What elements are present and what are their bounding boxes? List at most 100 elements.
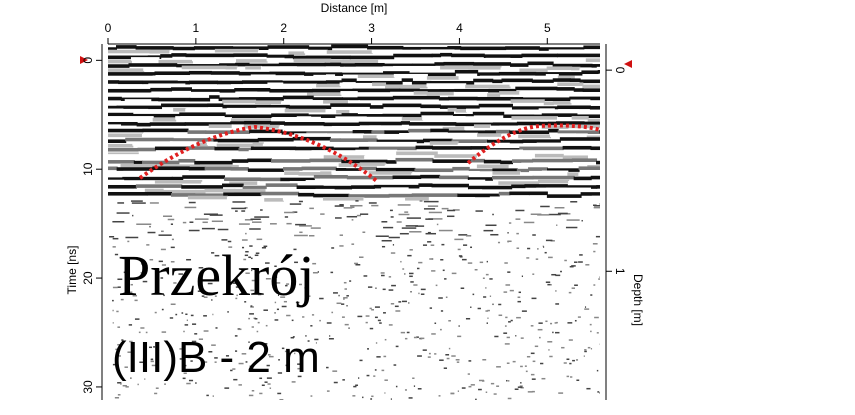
texture: [330, 59, 344, 64]
texture: [365, 116, 403, 121]
texture: [550, 133, 576, 137]
texture: [381, 239, 392, 242]
texture: [108, 184, 137, 189]
texture: [189, 75, 233, 80]
texture: [119, 355, 121, 357]
texture: [350, 204, 363, 207]
texture: [334, 75, 344, 80]
texture: [489, 278, 493, 280]
texture: [579, 254, 583, 256]
texture: [146, 191, 172, 196]
texture: [538, 179, 570, 184]
texture: [487, 93, 501, 97]
texture: [231, 159, 249, 163]
texture: [428, 241, 432, 243]
texture: [127, 279, 130, 282]
texture: [473, 124, 492, 128]
texture: [520, 337, 524, 339]
texture: [189, 91, 220, 96]
texture: [470, 146, 488, 150]
texture: [310, 227, 321, 229]
texture: [556, 53, 600, 58]
texture: [201, 181, 231, 186]
texture: [427, 356, 431, 358]
texture: [593, 250, 596, 253]
texture: [590, 347, 593, 350]
texture: [207, 103, 224, 108]
texture: [516, 316, 521, 319]
texture: [249, 245, 253, 247]
texture: [108, 198, 152, 203]
texture: [521, 162, 563, 167]
texture: [467, 262, 473, 264]
texture: [292, 136, 331, 141]
texture: [332, 370, 338, 372]
texture: [282, 95, 314, 100]
texture: [448, 347, 451, 350]
texture: [590, 146, 600, 151]
texture: [573, 176, 592, 181]
texture: [346, 215, 358, 218]
texture: [230, 121, 246, 125]
texture: [582, 84, 600, 89]
texture: [454, 69, 479, 74]
texture: [545, 239, 553, 242]
texture: [486, 139, 524, 144]
texture: [154, 392, 158, 395]
texture: [280, 177, 315, 182]
texture: [234, 188, 267, 193]
texture: [434, 322, 437, 325]
texture: [262, 343, 268, 345]
texture: [112, 363, 117, 366]
texture: [512, 360, 516, 363]
texture: [127, 240, 130, 243]
texture: [187, 195, 228, 200]
texture: [485, 142, 510, 147]
texture: [122, 384, 127, 387]
texture: [190, 314, 194, 317]
texture: [567, 124, 600, 129]
texture: [370, 398, 373, 400]
texture: [564, 259, 567, 262]
texture: [362, 135, 378, 139]
texture: [368, 181, 397, 186]
texture: [515, 335, 517, 337]
texture: [473, 78, 494, 83]
texture: [151, 364, 157, 367]
texture: [127, 351, 133, 353]
texture: [257, 321, 260, 324]
texture: [108, 55, 149, 60]
texture: [294, 261, 298, 264]
texture: [182, 364, 187, 367]
texture: [428, 352, 431, 355]
texture: [408, 122, 457, 126]
texture: [458, 325, 460, 327]
texture: [571, 287, 576, 289]
texture: [186, 258, 192, 261]
texture: [546, 168, 580, 172]
texture: [594, 205, 600, 207]
texture: [326, 50, 373, 54]
texture: [570, 201, 578, 203]
texture: [210, 71, 240, 75]
texture: [265, 183, 298, 187]
texture: [352, 88, 401, 93]
texture: [393, 65, 442, 70]
texture: [230, 134, 267, 139]
texture: [540, 151, 573, 155]
texture: [504, 343, 510, 345]
texture: [342, 97, 359, 101]
texture: [581, 219, 583, 222]
texture: [451, 272, 457, 275]
texture: [522, 139, 561, 143]
texture: [454, 238, 464, 241]
texture: [556, 224, 558, 226]
texture: [382, 103, 422, 108]
texture: [541, 170, 569, 175]
texture: [371, 130, 386, 134]
texture: [409, 231, 422, 233]
texture: [331, 125, 371, 130]
texture: [459, 149, 490, 154]
texture: [508, 222, 512, 224]
texture: [485, 287, 487, 289]
